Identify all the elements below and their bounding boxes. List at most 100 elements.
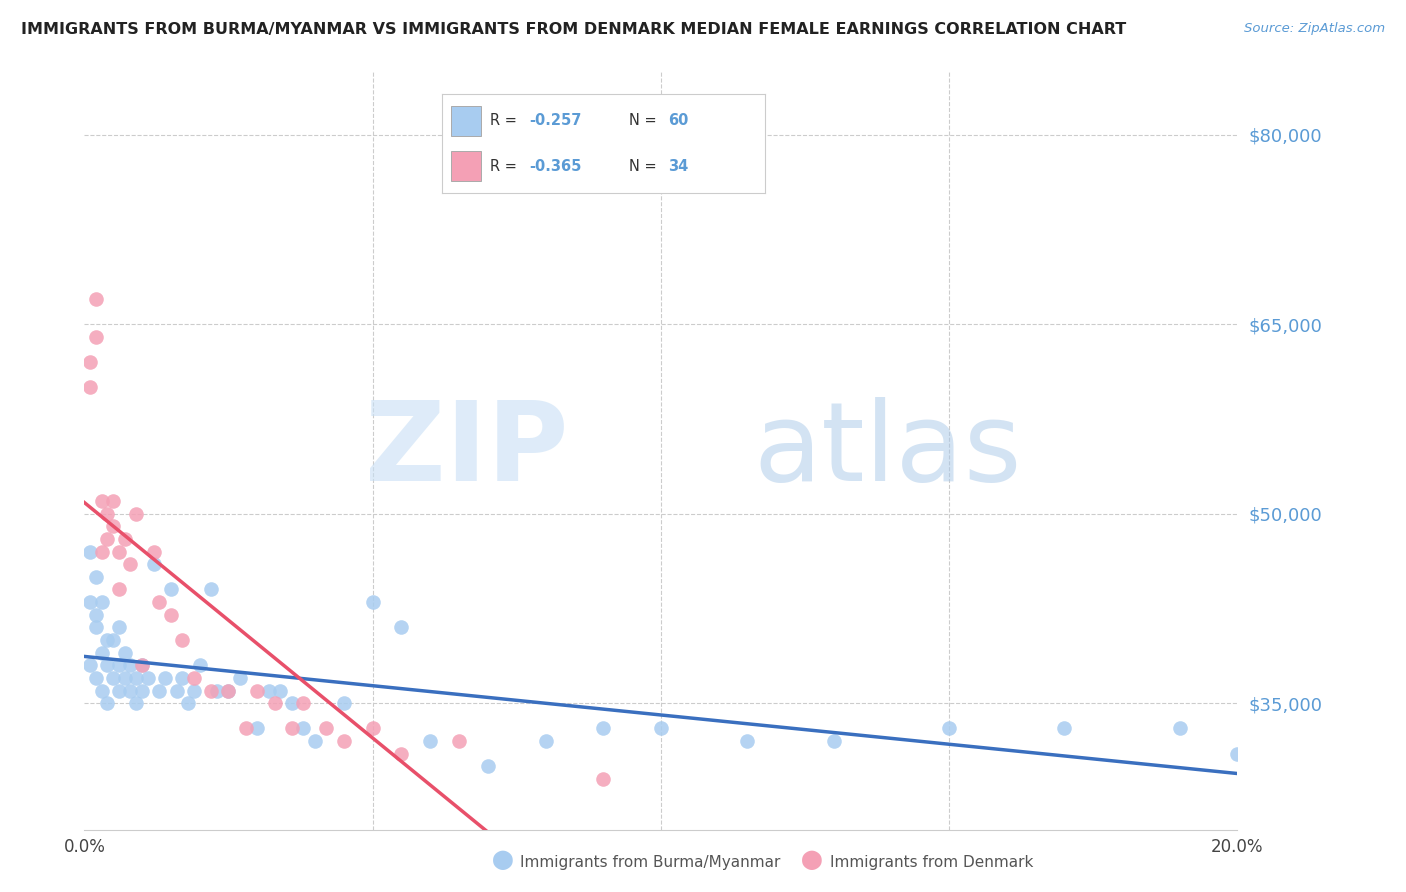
Point bbox=[200, 582, 222, 597]
Point bbox=[125, 507, 148, 521]
Point bbox=[125, 671, 148, 685]
Point bbox=[108, 544, 131, 558]
Point bbox=[361, 722, 384, 736]
Point bbox=[1226, 747, 1249, 761]
Point bbox=[1168, 722, 1191, 736]
Point bbox=[160, 582, 183, 597]
Point bbox=[281, 722, 304, 736]
Point bbox=[449, 734, 471, 748]
Point bbox=[153, 671, 176, 685]
Point bbox=[103, 494, 124, 508]
Point bbox=[188, 658, 211, 673]
Point bbox=[361, 595, 384, 609]
Point bbox=[84, 671, 107, 685]
Text: ZIP: ZIP bbox=[366, 397, 568, 504]
Point bbox=[90, 646, 112, 660]
Point bbox=[292, 696, 315, 710]
Point bbox=[148, 683, 170, 698]
Point bbox=[246, 722, 269, 736]
Point bbox=[172, 633, 194, 648]
Point bbox=[235, 722, 257, 736]
Point bbox=[79, 544, 101, 558]
Point bbox=[218, 683, 240, 698]
Point bbox=[534, 734, 557, 748]
Point bbox=[108, 620, 131, 634]
Point bbox=[592, 772, 614, 786]
Point bbox=[183, 671, 205, 685]
Point bbox=[218, 683, 240, 698]
Point bbox=[96, 507, 118, 521]
Point bbox=[333, 696, 356, 710]
Point bbox=[200, 683, 222, 698]
Point bbox=[263, 696, 285, 710]
Point bbox=[84, 330, 107, 344]
Point bbox=[166, 683, 188, 698]
Point bbox=[419, 734, 441, 748]
Point bbox=[160, 607, 183, 622]
Point bbox=[84, 620, 107, 634]
Point bbox=[96, 532, 118, 546]
Point bbox=[84, 607, 107, 622]
Point bbox=[103, 633, 124, 648]
Point bbox=[90, 595, 112, 609]
Point bbox=[120, 658, 142, 673]
Point bbox=[177, 696, 200, 710]
Point bbox=[131, 658, 153, 673]
Point bbox=[142, 544, 165, 558]
Point bbox=[79, 380, 101, 394]
Point bbox=[114, 646, 136, 660]
Text: Source: ZipAtlas.com: Source: ZipAtlas.com bbox=[1244, 22, 1385, 36]
Point bbox=[823, 734, 845, 748]
Point bbox=[90, 544, 112, 558]
Point bbox=[79, 658, 101, 673]
Point bbox=[938, 722, 960, 736]
Point bbox=[183, 683, 205, 698]
Text: Immigrants from Denmark: Immigrants from Denmark bbox=[830, 855, 1033, 870]
Point bbox=[148, 595, 170, 609]
Point bbox=[131, 658, 153, 673]
Point bbox=[333, 734, 356, 748]
Text: ⬤: ⬤ bbox=[492, 850, 515, 870]
Point bbox=[103, 671, 124, 685]
Point bbox=[90, 494, 112, 508]
Point bbox=[103, 519, 124, 533]
Point bbox=[120, 683, 142, 698]
Point bbox=[281, 696, 304, 710]
Point bbox=[1053, 722, 1076, 736]
Point bbox=[79, 355, 101, 369]
Point bbox=[120, 557, 142, 572]
Point bbox=[315, 722, 337, 736]
Text: ⬤: ⬤ bbox=[801, 850, 824, 870]
Point bbox=[108, 658, 131, 673]
Point bbox=[108, 683, 131, 698]
Point bbox=[477, 759, 499, 773]
Point bbox=[650, 722, 672, 736]
Point bbox=[172, 671, 194, 685]
Point bbox=[108, 582, 131, 597]
Point bbox=[304, 734, 326, 748]
Point bbox=[96, 633, 118, 648]
Point bbox=[592, 722, 614, 736]
Point bbox=[391, 747, 413, 761]
Point bbox=[246, 683, 269, 698]
Point bbox=[142, 557, 165, 572]
Point bbox=[79, 595, 101, 609]
Text: atlas: atlas bbox=[754, 397, 1022, 504]
Point bbox=[90, 683, 112, 698]
Point bbox=[257, 683, 280, 698]
Point bbox=[96, 658, 118, 673]
Point bbox=[96, 696, 118, 710]
Text: IMMIGRANTS FROM BURMA/MYANMAR VS IMMIGRANTS FROM DENMARK MEDIAN FEMALE EARNINGS : IMMIGRANTS FROM BURMA/MYANMAR VS IMMIGRA… bbox=[21, 22, 1126, 37]
Point bbox=[229, 671, 252, 685]
Point bbox=[269, 683, 291, 698]
Text: Immigrants from Burma/Myanmar: Immigrants from Burma/Myanmar bbox=[520, 855, 780, 870]
Point bbox=[84, 570, 107, 584]
Point bbox=[125, 696, 148, 710]
Point bbox=[205, 683, 228, 698]
Point bbox=[136, 671, 159, 685]
Point bbox=[737, 734, 759, 748]
Point bbox=[131, 683, 153, 698]
Point bbox=[114, 532, 136, 546]
Point bbox=[292, 722, 315, 736]
Point bbox=[391, 620, 413, 634]
